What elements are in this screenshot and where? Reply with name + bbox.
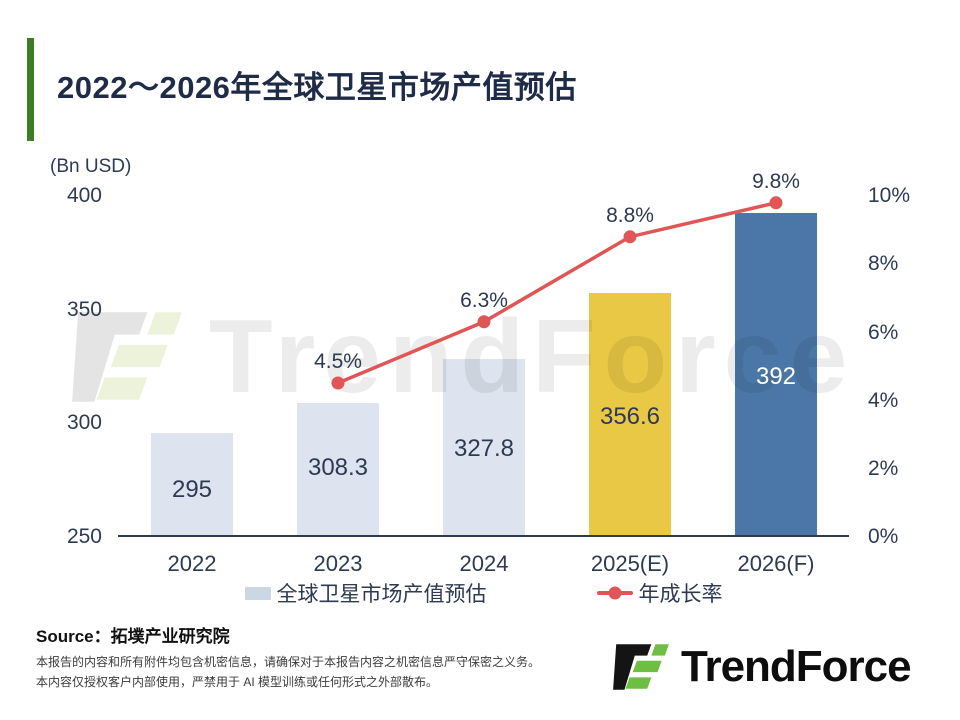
bar-value-label: 327.8 [453,435,515,462]
x-axis-label: 2023 [313,551,363,576]
right-axis-tick: 8% [868,252,899,275]
left-axis-tick: 300 [66,411,102,434]
line-legend-swatch-icon [596,591,633,595]
trendforce-logo-icon [613,644,669,690]
legend-label: 年成长率 [638,583,723,606]
left-axis-tick: 400 [66,184,102,207]
right-axis-tick: 6% [868,321,899,344]
bar-2023 [297,402,379,535]
legend-item-line: 年成长率 [596,578,723,608]
x-axis-label: 2022 [167,551,217,576]
left-axis-tick: 350 [66,298,102,321]
bar-2022 [151,433,233,535]
bar-value-label: 392 [755,363,797,390]
bar-legend-swatch-icon [244,586,271,600]
x-axis-label: 2026(F) [737,551,815,576]
trendforce-logo-text: TrendForce [681,642,912,691]
bar-value-label: 308.3 [307,454,369,481]
right-axis-tick: 4% [868,389,899,412]
x-axis-label: 2025(E) [590,551,670,576]
right-axis-tick: 0% [868,525,899,548]
legend-label: 全球卫星市场产值预估 [276,583,487,606]
title-accent-bar [27,38,34,141]
legend: 全球卫星市场产值预估 年成长率 [118,578,849,608]
growth-rate-label: 9.8% [752,169,800,193]
bar-2024 [443,358,525,535]
disclaimer-line-2: 本内容仅授权客户内部使用，严禁用于 AI 模型训练或任何形式之外部散布。 [36,675,439,689]
bar-value-label: 356.6 [599,403,661,430]
x-axis-line [118,535,849,537]
disclaimer-line-1: 本报告的内容和所有附件均包含机密信息，请确保对于本报告内容之机密信息严守保密之义… [36,655,541,669]
trendforce-logo: TrendForce [610,636,912,698]
page-title: 2022～2026年全球卫星市场产值预估 [57,70,577,105]
growth-rate-label: 8.8% [606,203,654,227]
legend-item-bar: 全球卫星市场产值预估 [244,578,487,608]
right-axis-tick: 2% [868,457,899,480]
x-axis-label: 2024 [459,551,509,576]
source-label: Source：拓墣产业研究院 [36,627,230,646]
left-axis-tick: 250 [66,525,102,548]
left-axis-unit: (Bn USD) [50,156,132,177]
right-axis-tick: 10% [868,184,911,207]
bar-value-label: 295 [171,476,213,503]
growth-rate-label: 4.5% [314,350,362,373]
growth-rate-label: 6.3% [460,288,508,312]
disclaimer: 本报告的内容和所有附件均包含机密信息，请确保对于本报告内容之机密信息严守保密之义… [36,652,540,692]
